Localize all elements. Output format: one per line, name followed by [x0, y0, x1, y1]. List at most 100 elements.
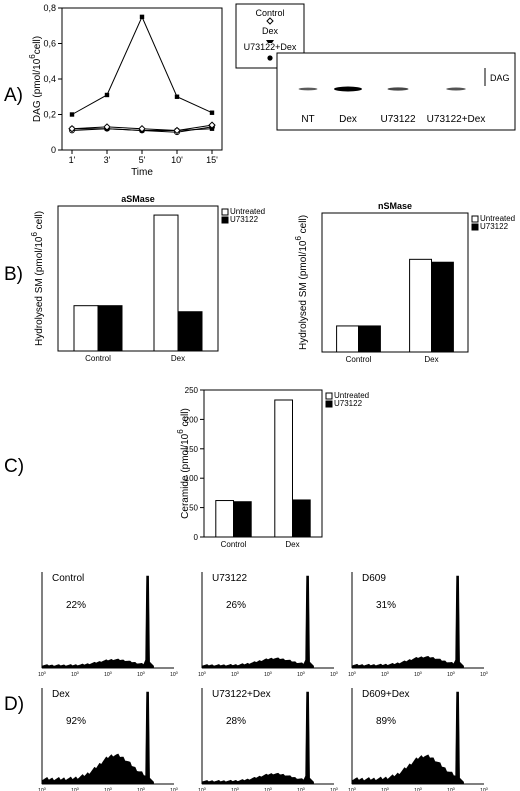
legend-entry: Dex [262, 26, 279, 36]
panel-label-d: D) [4, 694, 24, 715]
y-tick-label: 250 [185, 386, 199, 395]
y-tick-label: 0 [194, 533, 199, 542]
legend-entry: U73122+Dex [244, 42, 297, 52]
hist-x-tick-label: 100 [104, 786, 113, 791]
data-point [68, 124, 76, 133]
legend-marker-dex [266, 40, 274, 43]
blot-lane-label: Dex [339, 114, 357, 125]
legend-swatch [325, 392, 333, 400]
y-tick-label: 50 [189, 504, 198, 513]
hist-x-tick-label: 100 [38, 786, 47, 791]
hist-x-tick-label: 100 [414, 670, 423, 678]
bar [292, 499, 311, 538]
legend-marker-u73122-dex [267, 55, 273, 61]
y-axis-label: Hydrolysed SM (pmol/106 cell) [294, 215, 309, 350]
blot-band [387, 87, 409, 91]
bar [336, 325, 360, 353]
hist-x-tick-label: 100 [447, 786, 456, 791]
data-point [173, 126, 181, 135]
plot-frame [57, 205, 219, 352]
bar [409, 258, 433, 353]
legend-entry: Control [255, 8, 284, 18]
histogram-label: Control [52, 573, 84, 584]
histogram-trace [201, 691, 314, 785]
panel-label-c: C) [4, 456, 24, 477]
dag-tlc-blot: NT Dex U73122 U73122+Dex DAG [276, 52, 516, 131]
hist-x-tick-label: 100 [264, 670, 273, 678]
hist-x-tick-label: 100 [38, 670, 47, 678]
histogram-label: Dex [52, 689, 70, 700]
histogram-trace [41, 575, 154, 669]
histogram-trace [351, 691, 464, 785]
hist-x-tick-label: 100 [480, 670, 489, 678]
hist-x-tick-label: 100 [348, 670, 357, 678]
hist-x-tick-label: 100 [170, 786, 179, 791]
x-tick-label: 3' [104, 155, 111, 165]
hist-x-tick-label: 100 [447, 670, 456, 678]
hist-x-tick-label: 100 [297, 786, 306, 791]
blot-lane-label: U73122 [380, 114, 415, 125]
x-tick-label: 1' [69, 155, 76, 165]
legend-entry: U73122 [334, 399, 363, 408]
legend-swatch [471, 215, 479, 223]
histogram-label: D609 [362, 573, 386, 584]
legend-entry: Untreated [334, 391, 369, 400]
series-line [71, 15, 213, 115]
ceramide-bar-chart: 0 50 100 150 200 250 Control Dex UntreatedU73122… [176, 386, 369, 549]
blot-lane-label: U73122+Dex [427, 114, 486, 125]
x-tick-label: Dex [171, 354, 185, 363]
flow-cytometry-histograms: 100 100 100 100 100 Control 22% 100 100 100 100 100… [38, 572, 489, 791]
bar [233, 501, 252, 538]
plot-frame [203, 389, 323, 538]
x-tick-label: Control [85, 354, 111, 363]
data-point [209, 110, 215, 115]
histogram-label: U73122+Dex [212, 689, 271, 700]
y-tick-label: 0,8 [43, 3, 56, 13]
y-tick-label: 200 [185, 415, 199, 424]
y-tick-label: 0,2 [43, 110, 56, 120]
data-point [103, 123, 111, 131]
legend-swatch [325, 400, 333, 408]
x-axis-label: Time [131, 167, 153, 178]
bar [153, 214, 179, 352]
data-point [174, 94, 180, 99]
hist-x-tick-label: 100 [480, 786, 489, 791]
bar [177, 311, 203, 352]
x-tick-label: 10' [171, 155, 183, 165]
blot-lane-label: NT [301, 114, 314, 125]
chart-title: aSMase [121, 194, 155, 204]
blot-frame [276, 52, 516, 131]
histogram-percent: 26% [226, 600, 246, 611]
bar [274, 399, 293, 538]
hist-x-tick-label: 100 [170, 670, 179, 678]
x-tick-label: Dex [285, 540, 299, 549]
histogram-percent: 22% [66, 600, 86, 611]
bar [215, 500, 235, 538]
blot-band [446, 87, 466, 91]
data-point [208, 121, 216, 129]
legend-swatch [221, 216, 229, 224]
y-tick-label: 0,6 [43, 39, 56, 49]
histogram-percent: 31% [376, 600, 396, 611]
legend-entry: Untreated [230, 207, 265, 216]
hist-x-tick-label: 100 [381, 786, 390, 791]
hist-x-tick-label: 100 [71, 670, 80, 678]
x-tick-label: 5' [139, 155, 146, 165]
legend-swatch [471, 223, 479, 231]
histogram-trace [201, 575, 314, 669]
histogram-label: D609+Dex [362, 689, 410, 700]
y-tick-label: 100 [185, 474, 199, 483]
y-axis-label: DAG (pmol/106cell) [28, 36, 43, 122]
hist-x-tick-label: 100 [71, 786, 80, 791]
histogram-percent: 92% [66, 716, 86, 727]
plot-frame [321, 212, 469, 353]
data-point [69, 112, 75, 117]
hist-x-tick-label: 100 [231, 786, 240, 791]
hist-x-tick-label: 100 [198, 670, 207, 678]
hist-x-tick-label: 100 [297, 670, 306, 678]
histogram-percent: 28% [226, 716, 246, 727]
legend-entry: U73122 [230, 215, 259, 224]
